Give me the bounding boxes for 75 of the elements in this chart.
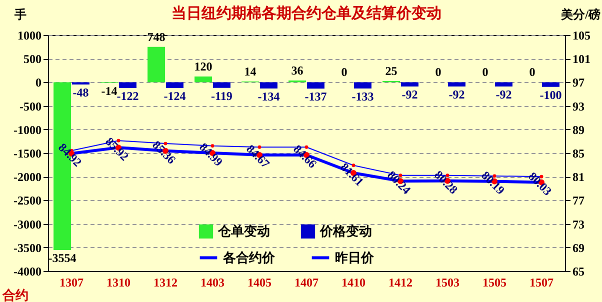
bar (306, 82, 324, 89)
x-tick-label: 1505 (482, 276, 506, 290)
x-tick-label: 1507 (530, 276, 554, 290)
y2-tick-label: 97 (572, 76, 584, 90)
y2-tick-label: 101 (572, 52, 590, 66)
x-tick-label: 1503 (436, 276, 460, 290)
y2-tick-label: 105 (572, 28, 590, 42)
data-label: 25 (385, 64, 398, 78)
y-tick-label: 1000 (18, 28, 42, 42)
data-label: 0 (341, 65, 348, 80)
y-tick-label: 0 (36, 76, 42, 90)
data-label: -100 (540, 88, 562, 102)
y2-tick-label: 73 (572, 217, 584, 232)
bar (212, 82, 230, 88)
y-tick-label: -4000 (14, 264, 42, 278)
y-tick-label: -2000 (14, 170, 42, 184)
data-label: 0 (435, 65, 442, 80)
y2-tick-label: 77 (572, 194, 584, 208)
x-tick-label: 1307 (60, 276, 84, 290)
legend-label: 昨日价 (335, 250, 375, 265)
y-tick-label: -2500 (14, 194, 42, 208)
y2-tick-label: 93 (572, 99, 584, 114)
bar (354, 82, 372, 88)
x-tick-label: 1403 (200, 276, 224, 290)
data-label: 36 (291, 64, 304, 78)
y2-tick-label: 85 (572, 146, 584, 160)
y-tick-label: -1500 (14, 146, 42, 160)
data-label: 748 (147, 30, 166, 44)
y-tick-label: -3000 (14, 217, 42, 232)
y-axis-title: 手 (14, 8, 26, 22)
bar (448, 82, 466, 87)
y2-tick-label: 89 (572, 122, 584, 137)
y2-tick-label: 81 (572, 170, 584, 184)
x-tick-label: 1410 (342, 276, 366, 290)
x-axis-title: 合约 (2, 288, 28, 302)
bar (260, 82, 278, 89)
bar (118, 82, 136, 88)
data-label: 14 (244, 64, 256, 79)
y-tick-label: 500 (24, 52, 42, 66)
data-label: -119 (211, 88, 232, 103)
chart-title: 当日纽约期棉各期合约仓单及结算价变动 (172, 4, 442, 22)
legend-label: 仓单变动 (217, 223, 270, 238)
y-tick-label: -1000 (14, 122, 42, 137)
data-label: -124 (164, 89, 186, 104)
data-label: 0 (529, 65, 536, 80)
data-label: -134 (258, 90, 280, 104)
data-label: -92 (496, 88, 512, 102)
legend-label: 各合约价 (222, 250, 276, 265)
data-label: 120 (194, 60, 212, 74)
data-label: -3554 (48, 250, 76, 265)
data-label: -92 (402, 88, 418, 102)
data-label: -133 (352, 89, 374, 104)
data-label: -48 (72, 85, 89, 100)
x-tick-label: 1312 (154, 276, 178, 290)
data-label: 0 (482, 65, 488, 80)
x-tick-label: 1407 (294, 276, 318, 290)
bar (148, 46, 166, 82)
y2-tick-label: 69 (572, 240, 584, 255)
bar (542, 82, 560, 87)
x-tick-label: 1310 (106, 276, 130, 290)
y2-tick-label: 65 (572, 264, 584, 278)
data-label: -92 (448, 88, 465, 102)
x-tick-label: 1405 (248, 276, 272, 290)
x-tick-label: 1412 (388, 276, 412, 290)
y2-axis-title: 美分/磅 (560, 8, 600, 22)
bar (194, 76, 212, 82)
data-label: -122 (116, 88, 139, 103)
bar (494, 82, 512, 87)
y-tick-label: -3500 (14, 240, 42, 255)
data-label: -137 (304, 90, 327, 104)
data-label: -14 (101, 84, 118, 98)
y-tick-label: -500 (20, 99, 42, 114)
legend-label: 价格变动 (319, 223, 372, 238)
bar (166, 82, 184, 88)
bar (400, 82, 418, 87)
